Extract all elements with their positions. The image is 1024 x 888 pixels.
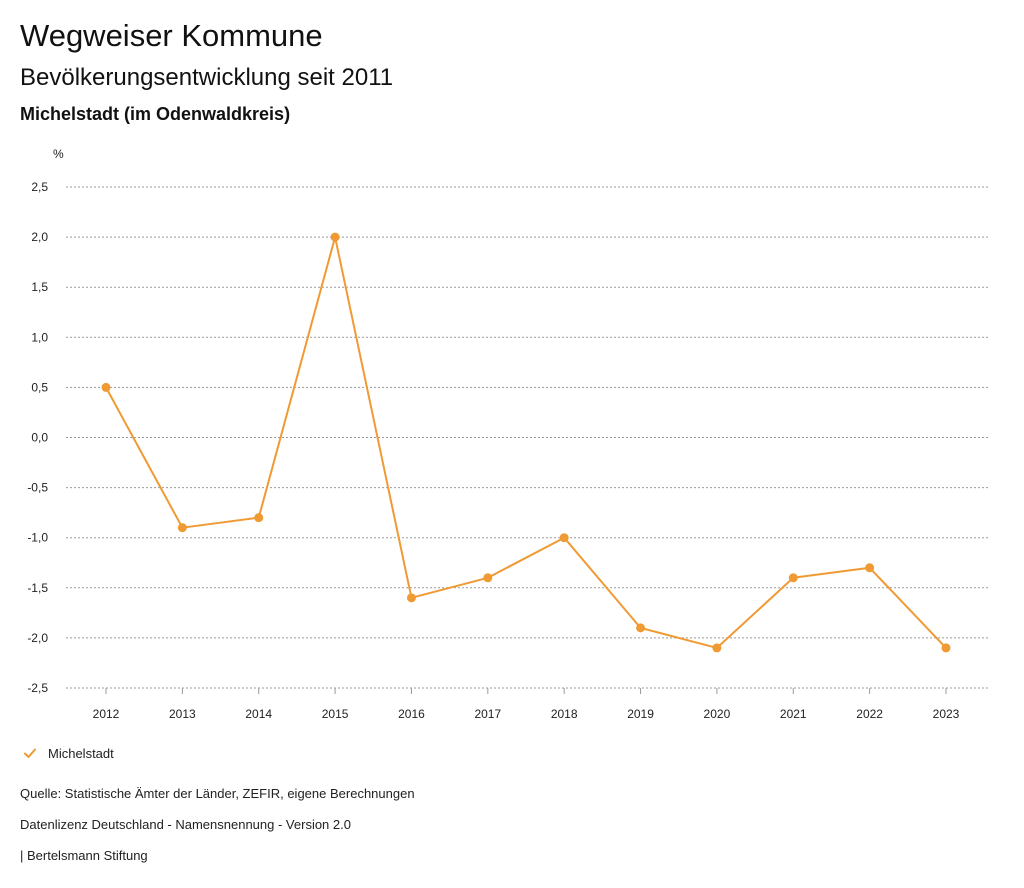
region-label: Michelstadt (im Odenwaldkreis): [20, 104, 291, 124]
x-tick-label: 2012: [93, 707, 120, 721]
line-chart: 2,5 2,0 1,5 1,0 0,5 0,0 -0,5 -1,0 -1,5 -2,0 -2,5 2…: [27, 147, 990, 721]
y-tick-label: 2,5: [31, 180, 48, 194]
data-point: [636, 623, 646, 633]
data-point: [559, 533, 569, 543]
chart-legend[interactable]: Michelstadt: [22, 745, 114, 761]
x-tick-label: 2016: [398, 707, 425, 721]
grid-lines: [66, 186, 990, 689]
x-axis-ticks: 2012 2013 2014 2015 2016 2017 2018 2019 2020 2021…: [93, 688, 960, 721]
x-tick-label: 2019: [627, 707, 654, 721]
data-point: [406, 593, 416, 603]
x-tick-label: 2023: [933, 707, 960, 721]
data-point: [101, 382, 111, 392]
data-point: [177, 523, 187, 533]
x-tick-label: 2022: [856, 707, 883, 721]
data-point: [712, 643, 722, 653]
y-tick-label: -0,5: [27, 481, 48, 495]
y-tick-label: 1,0: [31, 330, 48, 344]
x-tick-label: 2013: [169, 707, 196, 721]
source-note: Quelle: Statistische Ämter der Länder, Z…: [20, 786, 415, 801]
y-tick-label: -1,0: [27, 531, 48, 545]
y-tick-label: -2,5: [27, 681, 48, 695]
data-point: [865, 563, 875, 573]
data-point: [483, 573, 493, 583]
x-tick-label: 2018: [551, 707, 578, 721]
y-tick-label: 2,0: [31, 230, 48, 244]
x-tick-label: 2020: [704, 707, 731, 721]
x-tick-label: 2014: [245, 707, 272, 721]
y-tick-label: 0,0: [31, 431, 48, 445]
y-tick-label: 0,5: [31, 380, 48, 394]
data-point: [330, 232, 340, 242]
license-note: Datenlizenz Deutschland - Namensnennung …: [20, 817, 351, 832]
data-point: [788, 573, 798, 583]
x-tick-label: 2017: [474, 707, 501, 721]
legend-label-michelstadt: Michelstadt: [48, 745, 114, 761]
brand-note: | Bertelsmann Stiftung: [20, 848, 148, 863]
x-tick-label: 2021: [780, 707, 807, 721]
y-tick-label: -2,0: [27, 631, 48, 645]
y-axis-unit-label: %: [53, 147, 64, 161]
data-point: [941, 643, 951, 653]
y-axis-ticks: 2,5 2,0 1,5 1,0 0,5 0,0 -0,5 -1,0 -1,5 -2,0 -2,5: [27, 180, 48, 695]
data-point: [254, 513, 264, 523]
y-tick-label: -1,5: [27, 581, 48, 595]
page-title: Wegweiser Kommune: [20, 18, 323, 53]
series-line-michelstadt: [105, 236, 947, 649]
y-tick-label: 1,5: [31, 280, 48, 294]
chart-subtitle: Bevölkerungsentwicklung seit 2011: [20, 64, 394, 91]
check-icon: [24, 748, 36, 758]
series-layer: [101, 232, 951, 653]
x-tick-label: 2015: [322, 707, 349, 721]
